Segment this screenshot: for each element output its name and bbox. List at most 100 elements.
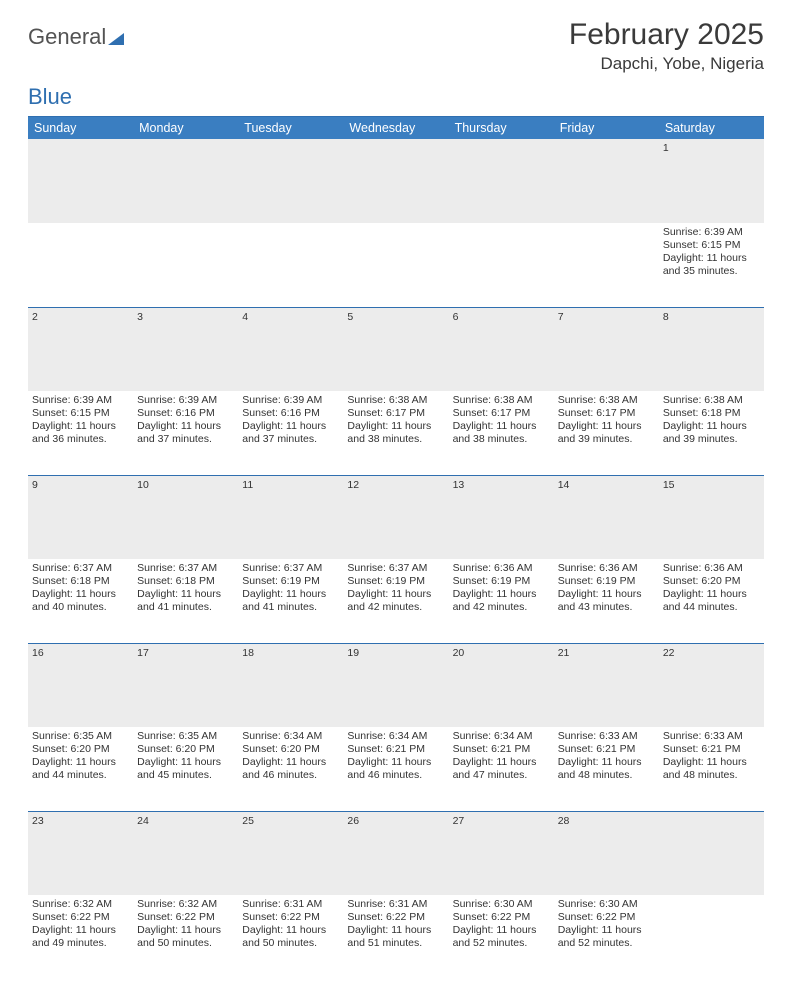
daylight-text: Daylight: 11 hours and 39 minutes. bbox=[663, 420, 760, 446]
sunrise-text: Sunrise: 6:38 AM bbox=[663, 394, 760, 407]
day-number: 4 bbox=[238, 307, 343, 391]
day-number: 2 bbox=[28, 307, 133, 391]
sunrise-text: Sunrise: 6:39 AM bbox=[242, 394, 339, 407]
daylight-text: Daylight: 11 hours and 35 minutes. bbox=[663, 252, 760, 278]
daylight-text: Daylight: 11 hours and 50 minutes. bbox=[242, 924, 339, 950]
day-cell: Sunrise: 6:38 AMSunset: 6:17 PMDaylight:… bbox=[554, 391, 659, 475]
sunset-text: Sunset: 6:22 PM bbox=[453, 911, 550, 924]
sunrise-text: Sunrise: 6:30 AM bbox=[558, 898, 655, 911]
daylight-text: Daylight: 11 hours and 46 minutes. bbox=[347, 756, 444, 782]
day-number: 27 bbox=[449, 811, 554, 895]
calendar-page: General February 2025 Dapchi, Yobe, Nige… bbox=[0, 0, 792, 989]
sunset-text: Sunset: 6:17 PM bbox=[347, 407, 444, 420]
daylight-text: Daylight: 11 hours and 50 minutes. bbox=[137, 924, 234, 950]
daylight-text: Daylight: 11 hours and 48 minutes. bbox=[663, 756, 760, 782]
daylight-text: Daylight: 11 hours and 46 minutes. bbox=[242, 756, 339, 782]
day-number: 6 bbox=[449, 307, 554, 391]
day-number: 1 bbox=[659, 139, 764, 223]
day-number: 11 bbox=[238, 475, 343, 559]
daylight-text: Daylight: 11 hours and 42 minutes. bbox=[453, 588, 550, 614]
weekday-header: Wednesday bbox=[343, 117, 448, 139]
day-number: 16 bbox=[28, 643, 133, 727]
sunset-text: Sunset: 6:19 PM bbox=[558, 575, 655, 588]
day-cell bbox=[659, 895, 764, 979]
day-cell: Sunrise: 6:30 AMSunset: 6:22 PMDaylight:… bbox=[449, 895, 554, 979]
sunrise-text: Sunrise: 6:30 AM bbox=[453, 898, 550, 911]
sunset-text: Sunset: 6:22 PM bbox=[137, 911, 234, 924]
sunset-text: Sunset: 6:20 PM bbox=[663, 575, 760, 588]
sunrise-text: Sunrise: 6:32 AM bbox=[137, 898, 234, 911]
day-cell: Sunrise: 6:35 AMSunset: 6:20 PMDaylight:… bbox=[28, 727, 133, 811]
sunrise-text: Sunrise: 6:39 AM bbox=[32, 394, 129, 407]
calendar-table: Sunday Monday Tuesday Wednesday Thursday… bbox=[28, 117, 764, 979]
day-number: 5 bbox=[343, 307, 448, 391]
sunset-text: Sunset: 6:22 PM bbox=[347, 911, 444, 924]
daynum-row: 9101112131415 bbox=[28, 475, 764, 559]
sunset-text: Sunset: 6:20 PM bbox=[137, 743, 234, 756]
day-cell: Sunrise: 6:38 AMSunset: 6:18 PMDaylight:… bbox=[659, 391, 764, 475]
daylight-text: Daylight: 11 hours and 38 minutes. bbox=[453, 420, 550, 446]
sunrise-text: Sunrise: 6:37 AM bbox=[242, 562, 339, 575]
weekday-header: Thursday bbox=[449, 117, 554, 139]
day-cell: Sunrise: 6:32 AMSunset: 6:22 PMDaylight:… bbox=[133, 895, 238, 979]
day-cell: Sunrise: 6:39 AMSunset: 6:15 PMDaylight:… bbox=[659, 223, 764, 307]
sunrise-text: Sunrise: 6:33 AM bbox=[558, 730, 655, 743]
sail-icon bbox=[108, 33, 124, 45]
day-cell: Sunrise: 6:37 AMSunset: 6:18 PMDaylight:… bbox=[28, 559, 133, 643]
day-number: 26 bbox=[343, 811, 448, 895]
sunset-text: Sunset: 6:22 PM bbox=[242, 911, 339, 924]
sunset-text: Sunset: 6:21 PM bbox=[347, 743, 444, 756]
day-number bbox=[659, 811, 764, 895]
sunrise-text: Sunrise: 6:38 AM bbox=[558, 394, 655, 407]
day-cell: Sunrise: 6:31 AMSunset: 6:22 PMDaylight:… bbox=[238, 895, 343, 979]
sunrise-text: Sunrise: 6:36 AM bbox=[558, 562, 655, 575]
daylight-text: Daylight: 11 hours and 37 minutes. bbox=[137, 420, 234, 446]
weekday-header: Saturday bbox=[659, 117, 764, 139]
sunrise-text: Sunrise: 6:37 AM bbox=[32, 562, 129, 575]
detail-row: Sunrise: 6:35 AMSunset: 6:20 PMDaylight:… bbox=[28, 727, 764, 811]
daylight-text: Daylight: 11 hours and 37 minutes. bbox=[242, 420, 339, 446]
detail-row: Sunrise: 6:37 AMSunset: 6:18 PMDaylight:… bbox=[28, 559, 764, 643]
day-number: 13 bbox=[449, 475, 554, 559]
sunrise-text: Sunrise: 6:36 AM bbox=[453, 562, 550, 575]
day-cell: Sunrise: 6:37 AMSunset: 6:18 PMDaylight:… bbox=[133, 559, 238, 643]
sunset-text: Sunset: 6:20 PM bbox=[242, 743, 339, 756]
day-number: 14 bbox=[554, 475, 659, 559]
weekday-header: Sunday bbox=[28, 117, 133, 139]
day-number: 19 bbox=[343, 643, 448, 727]
daynum-row: 1 bbox=[28, 139, 764, 223]
daylight-text: Daylight: 11 hours and 47 minutes. bbox=[453, 756, 550, 782]
sunset-text: Sunset: 6:20 PM bbox=[32, 743, 129, 756]
day-number: 22 bbox=[659, 643, 764, 727]
detail-row: Sunrise: 6:39 AMSunset: 6:15 PMDaylight:… bbox=[28, 223, 764, 307]
day-number bbox=[554, 139, 659, 223]
logo: General bbox=[28, 18, 126, 50]
sunset-text: Sunset: 6:21 PM bbox=[453, 743, 550, 756]
daylight-text: Daylight: 11 hours and 41 minutes. bbox=[137, 588, 234, 614]
daylight-text: Daylight: 11 hours and 36 minutes. bbox=[32, 420, 129, 446]
daylight-text: Daylight: 11 hours and 51 minutes. bbox=[347, 924, 444, 950]
detail-row: Sunrise: 6:39 AMSunset: 6:15 PMDaylight:… bbox=[28, 391, 764, 475]
sunset-text: Sunset: 6:15 PM bbox=[32, 407, 129, 420]
day-cell: Sunrise: 6:31 AMSunset: 6:22 PMDaylight:… bbox=[343, 895, 448, 979]
day-cell: Sunrise: 6:39 AMSunset: 6:16 PMDaylight:… bbox=[133, 391, 238, 475]
day-number: 3 bbox=[133, 307, 238, 391]
day-number: 8 bbox=[659, 307, 764, 391]
weekday-header: Tuesday bbox=[238, 117, 343, 139]
daylight-text: Daylight: 11 hours and 43 minutes. bbox=[558, 588, 655, 614]
day-cell: Sunrise: 6:37 AMSunset: 6:19 PMDaylight:… bbox=[343, 559, 448, 643]
sunrise-text: Sunrise: 6:31 AM bbox=[242, 898, 339, 911]
day-cell: Sunrise: 6:36 AMSunset: 6:19 PMDaylight:… bbox=[554, 559, 659, 643]
day-number: 20 bbox=[449, 643, 554, 727]
day-cell: Sunrise: 6:38 AMSunset: 6:17 PMDaylight:… bbox=[343, 391, 448, 475]
sunrise-text: Sunrise: 6:37 AM bbox=[347, 562, 444, 575]
sunrise-text: Sunrise: 6:33 AM bbox=[663, 730, 760, 743]
logo-text-1: General bbox=[28, 24, 106, 50]
day-cell: Sunrise: 6:30 AMSunset: 6:22 PMDaylight:… bbox=[554, 895, 659, 979]
day-cell: Sunrise: 6:37 AMSunset: 6:19 PMDaylight:… bbox=[238, 559, 343, 643]
daylight-text: Daylight: 11 hours and 42 minutes. bbox=[347, 588, 444, 614]
day-cell: Sunrise: 6:38 AMSunset: 6:17 PMDaylight:… bbox=[449, 391, 554, 475]
day-number: 7 bbox=[554, 307, 659, 391]
day-cell bbox=[238, 223, 343, 307]
sunset-text: Sunset: 6:16 PM bbox=[242, 407, 339, 420]
